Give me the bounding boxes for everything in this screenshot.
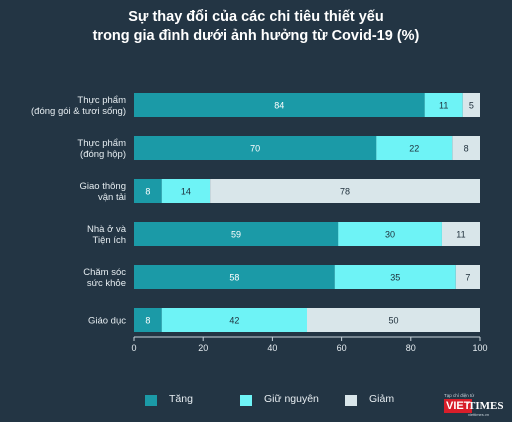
category-label: Thực phẩm (đóng hộp)	[77, 138, 126, 160]
category-label: Giáo dục	[88, 316, 126, 327]
category-label-line: Giáo dục	[88, 316, 126, 327]
data-label: 58	[229, 273, 239, 283]
viettimes-logo: Tạp chí điện tử VIET TIMES viettimes.vn	[440, 393, 506, 417]
x-tick-label: 80	[406, 343, 416, 353]
logo-brand-viet: VIET	[444, 399, 473, 413]
x-tick-label: 60	[337, 343, 347, 353]
bar-segment	[338, 222, 442, 246]
bar-segment	[376, 136, 453, 160]
bar-segment	[134, 222, 339, 246]
data-label: 8	[464, 144, 469, 154]
category-label: Thực phẩm (đóng gói & tươi sống)	[31, 95, 126, 117]
logo-brand-times: TIMES	[468, 400, 504, 412]
category-label: Nhà ở và Tiện ích	[87, 224, 127, 246]
data-label: 30	[385, 230, 395, 240]
bar-segment	[334, 265, 456, 289]
bar-segment	[462, 93, 480, 117]
x-tick-label: 100	[472, 343, 487, 353]
category-label-line: (đóng gói & tươi sống)	[31, 106, 126, 117]
chart-title: Sự thay đổi của các chi tiêu thiết yếu t…	[0, 8, 512, 46]
data-label: 8	[145, 187, 150, 197]
bar-segment	[424, 93, 463, 117]
x-tick-label: 0	[131, 343, 136, 353]
data-label: 70	[250, 144, 260, 154]
category-label: Giao thông vận tải	[80, 181, 126, 203]
x-tick-label: 20	[198, 343, 208, 353]
data-label: 8	[145, 316, 150, 326]
bar-segment	[210, 179, 480, 203]
data-label: 84	[274, 101, 284, 111]
legend-swatch-giu-nguyen	[240, 395, 252, 406]
bar-segment	[134, 179, 162, 203]
data-label: 11	[439, 101, 448, 111]
category-label-line: sức khỏe	[87, 278, 126, 289]
bar-segment	[307, 308, 480, 332]
data-label: 42	[229, 316, 239, 326]
chart-title-line-1: Sự thay đổi của các chi tiêu thiết yếu	[128, 9, 384, 25]
bar-segment	[134, 136, 377, 160]
legend-swatch-giam	[345, 395, 357, 406]
data-label: 50	[388, 316, 398, 326]
category-label-line: (đóng hộp)	[80, 149, 126, 160]
category-label-line: Giao thông	[80, 181, 126, 192]
data-label: 78	[340, 187, 350, 197]
legend-label-giu-nguyen: Giữ nguyên	[264, 393, 319, 405]
chart-title-line-2: trong gia đình dưới ảnh hưởng từ Covid-1…	[92, 28, 420, 44]
bar-segment	[134, 93, 425, 117]
bar-segment	[452, 136, 480, 160]
category-label-line: Thực phẩm	[77, 95, 126, 106]
data-label: 35	[390, 273, 400, 283]
category-label: Chăm sóc sức khỏe	[83, 267, 126, 289]
data-label: 14	[181, 187, 191, 197]
bar-segment	[161, 179, 211, 203]
data-label: 11	[456, 230, 465, 240]
logo-tagline: Tạp chí điện tử	[444, 393, 475, 398]
bar-segment	[134, 265, 335, 289]
legend: Tăng Giữ nguyên Giảm	[0, 392, 512, 410]
data-label: 22	[409, 144, 419, 154]
category-label-line: Tiện ích	[93, 235, 126, 246]
bar-segment	[134, 308, 162, 332]
data-label: 59	[231, 230, 241, 240]
bar-segment	[455, 265, 480, 289]
bar-segment	[441, 222, 480, 246]
category-label-line: Chăm sóc	[83, 267, 126, 278]
category-label-line: Nhà ở và	[87, 224, 127, 235]
logo-url: viettimes.vn	[468, 412, 490, 417]
category-label-line: Thực phẩm	[77, 138, 126, 149]
legend-swatch-tang	[145, 395, 157, 406]
legend-label-giam: Giảm	[369, 393, 395, 405]
bar-segment	[161, 308, 307, 332]
category-label-line: vận tải	[98, 192, 126, 203]
legend-label-tang: Tăng	[169, 393, 193, 405]
data-label: 7	[465, 273, 470, 283]
data-label: 5	[469, 101, 474, 111]
x-tick-label: 40	[267, 343, 277, 353]
